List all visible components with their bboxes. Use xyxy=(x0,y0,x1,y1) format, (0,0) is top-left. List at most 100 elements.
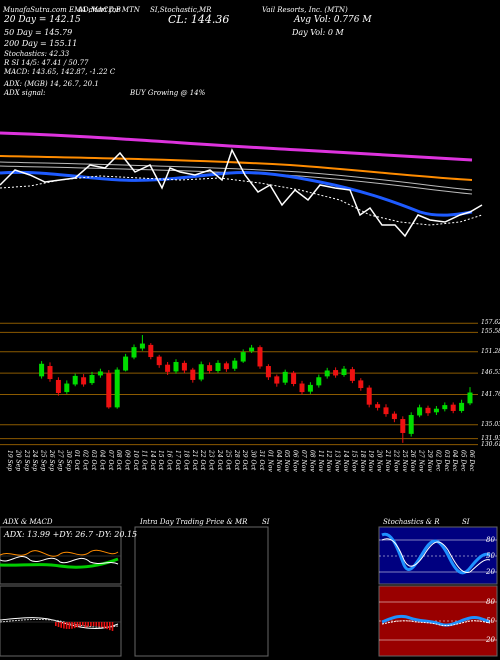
date-tick-label: 02 Dec xyxy=(434,450,441,472)
date-tick-label: 21 Oct xyxy=(191,449,198,471)
candle-body xyxy=(333,370,339,376)
macd-hist-bar xyxy=(60,622,62,628)
stoch-scale-80: 80 xyxy=(486,536,495,544)
adx-signal-value: BUY Growing @ 14% xyxy=(130,89,206,97)
candle-body xyxy=(324,370,330,377)
candle-body xyxy=(106,373,112,408)
date-tick-label: 27 Sep xyxy=(56,449,63,471)
candle-body xyxy=(215,362,221,371)
macd-hist-bar xyxy=(82,622,84,626)
price-level-label: 155.58 xyxy=(481,328,500,336)
macd-label: MACD: 143.65, 142.87, -1.22 C xyxy=(4,68,116,76)
price-level-label: 131.93 xyxy=(481,434,500,442)
date-tick-label: 07 Oct xyxy=(107,450,114,471)
candle-body xyxy=(450,404,456,411)
macd-hist-bar xyxy=(79,622,81,627)
stoch-panel-title: Stochastics & R xyxy=(383,518,440,526)
candle-body xyxy=(442,405,448,410)
macd-hist-bar xyxy=(95,622,98,627)
macd-line xyxy=(0,617,119,629)
day-volume: Day Vol: 0 M xyxy=(292,28,344,37)
macd-hist-bar xyxy=(63,622,65,629)
candle-body xyxy=(114,369,120,408)
macd-hist-bar xyxy=(71,622,73,629)
date-tick-label: 02 Oct xyxy=(82,450,89,471)
candle-body xyxy=(89,375,95,384)
candle-body xyxy=(97,371,103,376)
candle-body xyxy=(433,408,439,413)
date-tick-label: 28 Oct xyxy=(233,449,240,471)
stoch-panel-si: SI xyxy=(462,518,470,526)
date-tick-label: 20 Sep xyxy=(14,449,21,471)
candle-body xyxy=(148,344,154,358)
adx-green-line xyxy=(0,557,119,569)
date-tick-label: 18 Oct xyxy=(182,450,189,471)
ema20-label: 20 Day = 142.15 xyxy=(4,15,81,25)
header-col2: AD,MACD,B xyxy=(78,6,121,14)
macd-hist-bar xyxy=(111,622,114,631)
date-tick-label: 04 Nov xyxy=(275,450,282,472)
candle-body xyxy=(257,347,263,367)
rsi-white-line xyxy=(381,620,491,626)
adx-white-line xyxy=(0,555,119,565)
macd-hist-bar xyxy=(68,622,71,629)
date-tick-label: 06 Nov xyxy=(292,450,299,472)
date-tick-label: 07 Nov xyxy=(300,450,307,472)
stoch-scale-50: 50 xyxy=(486,552,495,560)
candle-body xyxy=(307,384,313,392)
date-tick-label: 19 Nov xyxy=(367,450,374,472)
candle-body xyxy=(375,404,381,408)
macd-hist-bar xyxy=(73,622,76,629)
candle-body xyxy=(459,402,465,411)
macd-hist-bar xyxy=(98,622,100,627)
macd-hist-bar xyxy=(76,622,79,628)
header-col4: Vail Resorts, Inc. (MTN) xyxy=(262,6,348,14)
rsi-scale-80: 80 xyxy=(486,598,495,606)
candle-body xyxy=(39,363,45,377)
ema-chart xyxy=(0,131,483,238)
price-dotted-line xyxy=(0,175,483,226)
price-level-label: 135.03 xyxy=(481,420,500,428)
header-top-line: MunafaSutra.com EMA chart for MTN xyxy=(3,6,140,14)
adx-panel-values: ADX: 13.99 +DY: 26.7 -DY: 20.15 xyxy=(4,530,138,539)
candle-body xyxy=(265,366,271,378)
ema-band-upper xyxy=(0,161,473,191)
candle-body xyxy=(72,375,78,385)
candle-body xyxy=(467,392,473,404)
candle-body xyxy=(299,383,305,393)
price-line xyxy=(0,148,483,238)
date-tick-label: 10 Oct xyxy=(132,450,139,471)
date-tick-label: 06 Dec xyxy=(468,450,475,472)
date-tick-label: 21 Nov xyxy=(384,449,391,472)
date-tick-label: 18 Nov xyxy=(359,450,366,472)
date-tick-label: 15 Nov xyxy=(350,450,357,472)
date-tick-label: 11 Oct xyxy=(140,450,147,471)
candle-body xyxy=(173,361,179,372)
date-tick-label: 01 Oct xyxy=(73,450,80,471)
candle-body xyxy=(274,376,280,384)
adx-orange-line xyxy=(0,549,119,557)
candle-body xyxy=(64,383,70,393)
close-price: CL: 144.36 xyxy=(168,13,230,26)
candle-body xyxy=(341,368,347,376)
ema200-label: 200 Day = 155.11 xyxy=(4,39,78,48)
candle-body xyxy=(181,362,187,371)
rsi-scale-20: 20 xyxy=(486,636,495,644)
macd-hist-bar xyxy=(100,622,103,628)
macd-hist-bar xyxy=(55,622,57,626)
price-level-label: 146.53 xyxy=(481,369,500,377)
candle-body xyxy=(282,371,288,383)
date-tick-label: 22 Oct xyxy=(199,449,206,471)
macd-hist-bar xyxy=(109,622,111,631)
date-tick-label: 08 Oct xyxy=(115,450,122,471)
date-tick-label: 31 Oct xyxy=(258,450,265,471)
date-tick-label: 08 Nov xyxy=(308,450,315,472)
macd-hist-bar xyxy=(92,622,95,627)
date-tick-label: 19 Sep xyxy=(6,450,13,471)
candle-body xyxy=(316,377,322,386)
intraday-panel-si: SI xyxy=(262,518,270,526)
stoch-white-line xyxy=(381,538,491,574)
candle-body xyxy=(291,372,297,384)
macd-hist-bar xyxy=(65,622,68,629)
date-tick-label: 29 Nov xyxy=(426,449,433,472)
